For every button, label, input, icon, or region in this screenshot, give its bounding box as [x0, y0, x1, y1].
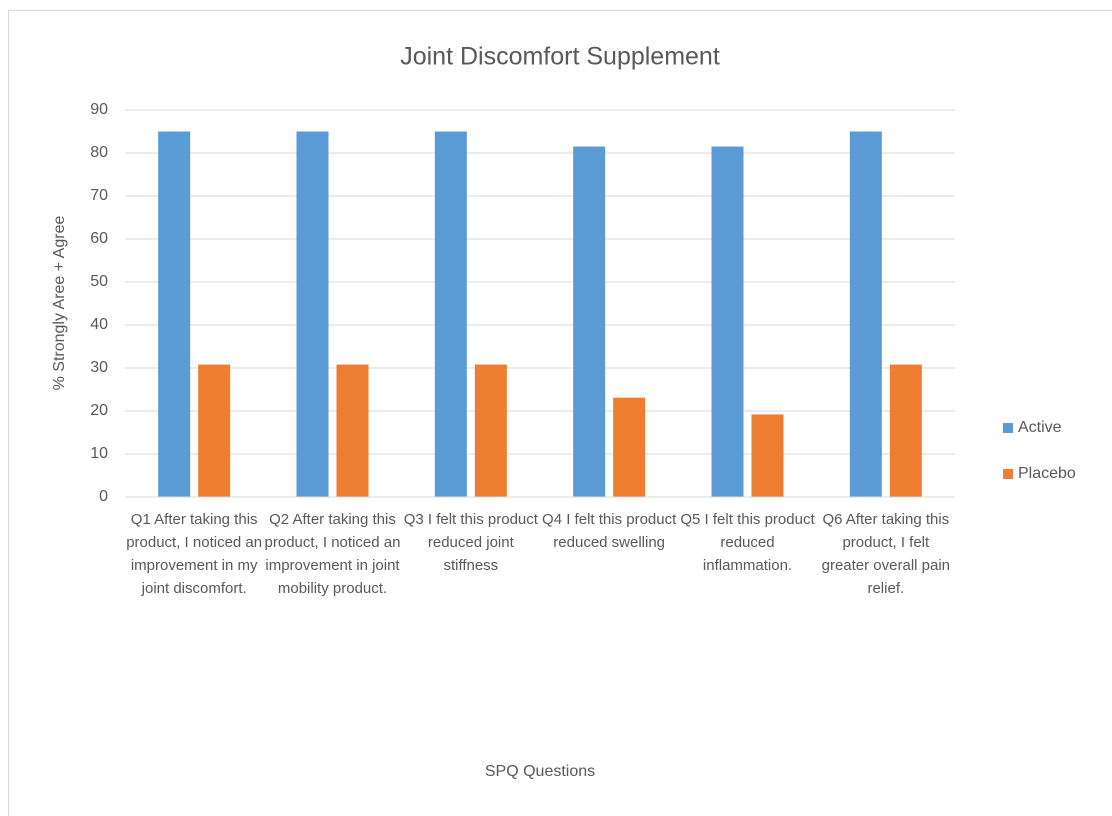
x-tick-label: Q1 After taking this product, I noticed …: [126, 511, 263, 597]
x-tick-label: Q6 After taking this product, I felt gre…: [821, 511, 951, 597]
y-tick-label: 80: [90, 144, 108, 161]
y-tick-label: 90: [90, 101, 108, 118]
x-axis-title: SPQ Questions: [485, 763, 595, 780]
bar: [158, 131, 191, 497]
legend-swatch: [1003, 469, 1013, 479]
bar: [474, 364, 507, 497]
y-tick-label: 10: [90, 445, 108, 462]
y-axis-title: % Strongly Aree + Agree: [51, 216, 68, 391]
y-tick-label: 30: [90, 359, 108, 376]
y-tick-label: 40: [90, 316, 108, 333]
chart-title: Joint Discomfort Supplement: [400, 43, 720, 71]
bar: [198, 364, 231, 497]
legend-swatch: [1003, 423, 1013, 433]
bar: [336, 364, 369, 497]
y-tick-label: 60: [90, 230, 108, 247]
chart-border: [8, 10, 1112, 816]
y-tick-label: 0: [99, 488, 108, 505]
bar: [751, 414, 784, 497]
legend-label: Active: [1018, 419, 1062, 436]
y-tick-label: 50: [90, 273, 108, 290]
y-tick-label: 20: [90, 402, 108, 419]
bar: [889, 364, 922, 497]
bar: [296, 131, 329, 497]
y-tick-label: 70: [90, 187, 108, 204]
x-tick-label: Q5 I felt this product reduced inflammat…: [680, 511, 815, 574]
bar: [711, 146, 744, 498]
bar: [849, 131, 882, 497]
x-tick-label: Q4 I felt this product reduced swelling: [542, 511, 677, 551]
bar: [573, 146, 606, 498]
x-tick-label: Q2 After taking this product, I noticed …: [264, 511, 401, 597]
bar: [613, 397, 646, 497]
x-tick-label: Q3 I felt this product reduced joint sti…: [403, 511, 538, 574]
legend-label: Placebo: [1018, 465, 1076, 482]
bar: [434, 131, 467, 497]
